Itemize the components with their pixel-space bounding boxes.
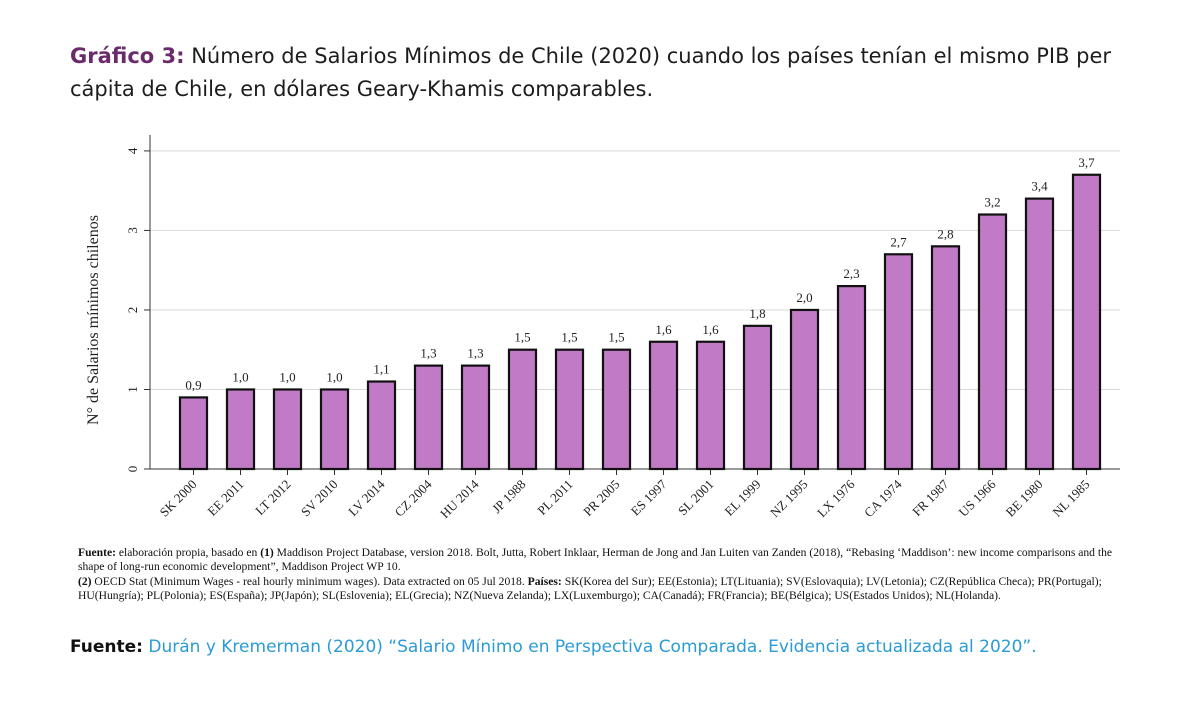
chart-title: Gráfico 3: Número de Salarios Mínimos de… [70, 40, 1140, 106]
x-tick-label: LT 2012 [252, 477, 294, 519]
x-tick-label: SV 2010 [298, 477, 341, 520]
bar [460, 364, 491, 471]
bar-value-label: 1,6 [655, 322, 672, 337]
bar-value-label: 1,5 [514, 330, 530, 345]
x-tick-label: PR 2005 [580, 477, 623, 520]
bar [977, 213, 1008, 471]
bar-value-label: 1,3 [467, 346, 483, 361]
notes-paises-label: Países: [527, 574, 562, 588]
notes-paises-text: SK(Korea del Sur); EE(Estonia); LT(Litua… [78, 574, 1102, 603]
x-tick-label: NL 1985 [1049, 477, 1092, 520]
chart-notes: Fuente: elaboración propia, basado en (1… [78, 546, 1138, 604]
bar [648, 340, 679, 471]
notes-fuente-text-b: Maddison Project Database, version 2018.… [78, 546, 1113, 574]
grid-layer [150, 150, 1120, 390]
x-tick-label: SK 2000 [157, 477, 200, 520]
bar [225, 388, 256, 471]
bar-value-label: 1,5 [561, 330, 577, 345]
bar-value-label: 1,3 [420, 346, 436, 361]
y-tick-label: 1 [125, 386, 140, 393]
bar [930, 245, 961, 471]
bar-chart: 0 1 2 3 4 0,9 SK 2000 1,0 EE 2011 1,0 LT 2012 1,0 S… [85, 135, 1120, 521]
bars-layer [178, 173, 1102, 471]
bar [883, 253, 914, 471]
bar-value-label: 1,0 [326, 369, 342, 384]
bar-value-label: 1,6 [702, 322, 719, 337]
bar [1071, 173, 1102, 471]
bar [178, 396, 209, 471]
x-tick-label: BE 1980 [1003, 477, 1046, 520]
bar-value-label: 3,7 [1078, 155, 1095, 170]
bar [695, 340, 726, 471]
bar [366, 380, 397, 471]
bar [272, 388, 303, 471]
x-tick-label: EL 1999 [721, 477, 763, 519]
chart-title-label: Gráfico 3: [70, 44, 185, 68]
notes-fuente-text-a: elaboración propia, basado en [116, 546, 261, 559]
bar-value-label: 3,4 [1031, 179, 1048, 194]
notes-ref2-number: (2) [78, 574, 92, 588]
x-tick-label: LV 2014 [345, 476, 388, 519]
x-tick-label: HU 2014 [437, 476, 482, 521]
x-tick-label: FR 1987 [909, 476, 952, 519]
bar [789, 308, 820, 471]
bar-value-label: 2,0 [796, 290, 812, 305]
x-tick-label: ES 1997 [628, 476, 670, 518]
x-tick-label: CA 1974 [861, 476, 905, 520]
bar [601, 348, 632, 471]
bar [319, 388, 350, 471]
bar-value-label: 2,7 [890, 234, 907, 249]
bar-value-label: 3,2 [984, 195, 1000, 210]
y-tick-label: 4 [125, 147, 140, 154]
y-tick-label: 3 [125, 227, 140, 234]
bar-value-label: 1,1 [373, 362, 389, 377]
bar [1024, 197, 1055, 471]
y-axis-label: N° de Salarios mínimos chilenos [85, 215, 102, 425]
bar-value-label: 1,0 [232, 369, 248, 384]
x-tick-label: CZ 2004 [392, 476, 435, 519]
y-tick-label: 0 [125, 466, 140, 473]
bar-value-label: 1,8 [749, 306, 765, 321]
bar-value-label: 2,8 [937, 226, 953, 241]
x-tick-label: NZ 1995 [767, 477, 811, 521]
source-line: Fuente: Durán y Kremerman (2020) “Salari… [70, 637, 1170, 657]
x-tick-label: EE 2011 [204, 477, 246, 519]
y-tick-label: 2 [125, 307, 140, 314]
bar [554, 348, 585, 471]
bar-value-label: 2,3 [843, 266, 859, 281]
x-tick-label: JP 1988 [489, 477, 529, 517]
bar [836, 284, 867, 471]
source-label: Fuente: [70, 637, 143, 657]
source-link[interactable]: Durán y Kremerman (2020) “Salario Mínimo… [148, 637, 1037, 657]
notes-fuente-text-c: OECD Stat (Minimum Wages - real hourly m… [91, 574, 528, 588]
bar-value-label: 1,5 [608, 330, 624, 345]
chart-title-text: Número de Salarios Mínimos de Chile (202… [70, 44, 1112, 101]
x-tick-label: SL 2001 [675, 477, 717, 519]
bar-value-label: 1,0 [279, 369, 295, 384]
x-tick-label: LX 1976 [814, 476, 858, 520]
bar [742, 324, 773, 471]
notes-paragraph: Fuente: elaboración propia, basado en (1… [78, 546, 1138, 604]
notes-ref1-number: (1) [260, 546, 274, 559]
x-tick-label: PL 2011 [534, 477, 575, 518]
notes-fuente-label: Fuente: [78, 546, 116, 559]
x-tick-label: US 1966 [956, 476, 999, 519]
bar-value-label: 0,9 [185, 377, 201, 392]
bar [413, 364, 444, 471]
bar [507, 348, 538, 471]
